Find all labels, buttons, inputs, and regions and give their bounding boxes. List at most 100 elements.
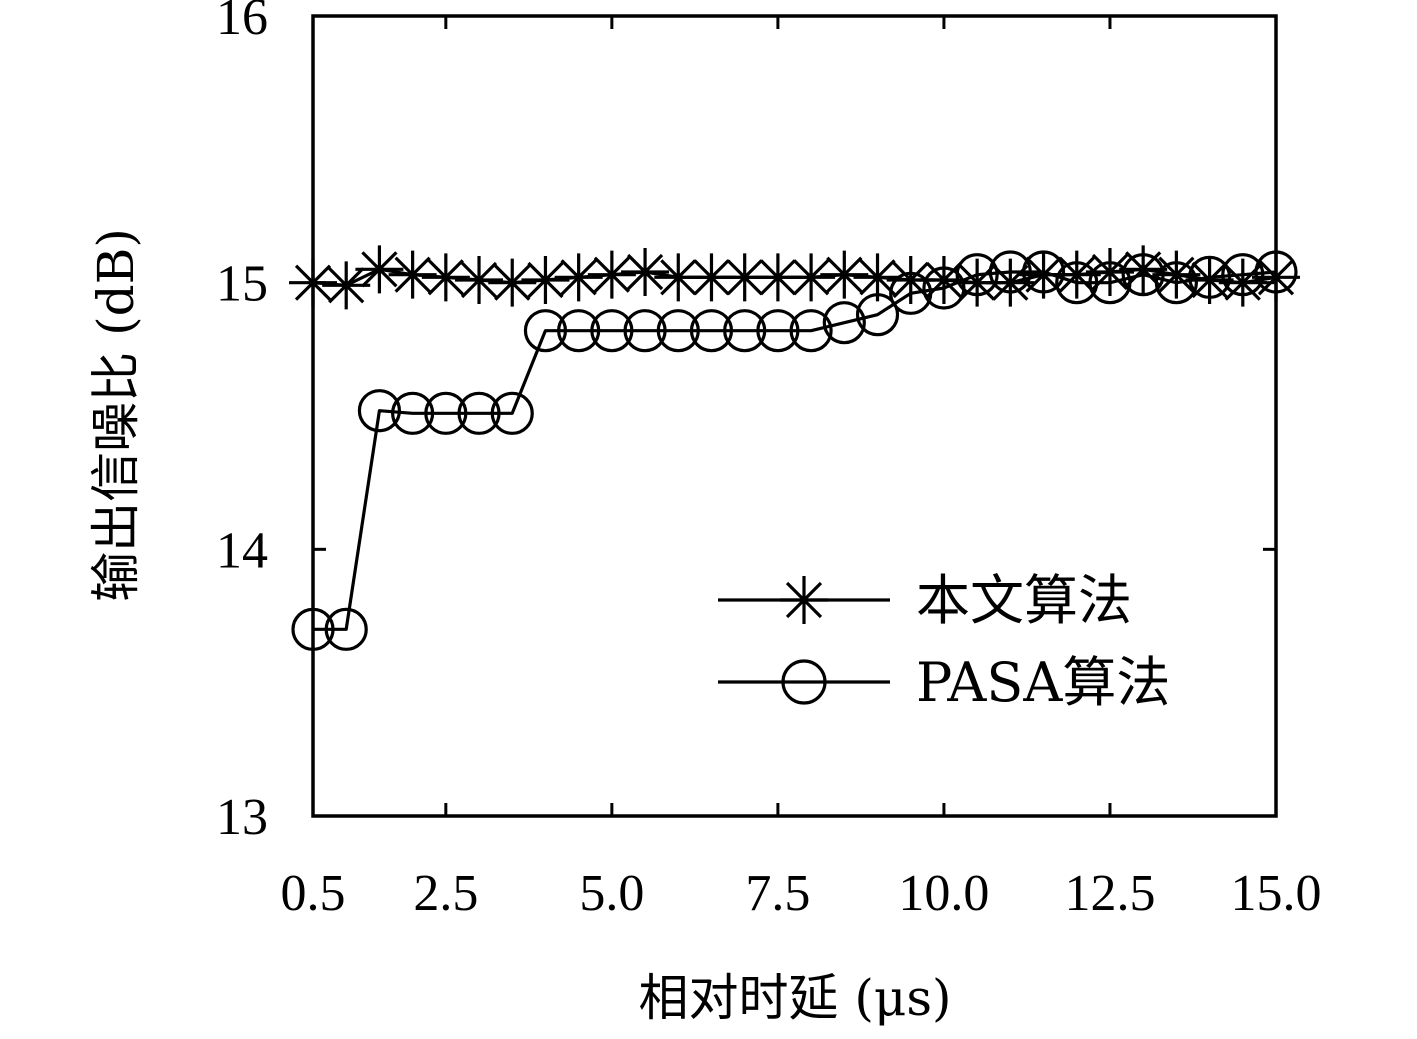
series-proposed-marker-shape: [1185, 256, 1234, 304]
series-proposed-marker-shape: [621, 248, 670, 296]
series-proposed-marker-shape: [388, 250, 437, 299]
series-proposed-marker-shape: [787, 253, 836, 302]
x-tick-label: 2.5: [413, 865, 478, 922]
series-pasa-marker: [557, 309, 601, 353]
legend-item-pasa: PASA算法: [718, 651, 1170, 714]
series-proposed-marker-shape: [1152, 250, 1201, 299]
series-proposed-marker-shape: [753, 253, 802, 302]
series-pasa-line: [313, 270, 1277, 631]
series-pasa-marker: [988, 250, 1032, 294]
series-proposed-marker: [986, 258, 1035, 307]
series-proposed-marker-shape: [1019, 250, 1068, 299]
legend: 本文算法 PASA算法: [718, 569, 1170, 714]
series-proposed-marker: [687, 253, 736, 302]
series-pasa-marker: [1154, 261, 1198, 305]
series-proposed-marker: [1019, 250, 1068, 299]
series-proposed-marker: [654, 253, 703, 302]
x-axis-title: 相对时延 (μs): [638, 969, 951, 1027]
series-layer: [289, 245, 1300, 651]
series-proposed-marker: [322, 261, 371, 310]
series-proposed-marker: [1085, 248, 1134, 296]
series-proposed-marker-shape: [919, 256, 968, 304]
legend-item-proposed-label: 本文算法: [916, 569, 1132, 632]
x-tick-label: 7.5: [745, 865, 810, 922]
series-proposed-marker: [587, 250, 636, 299]
series-proposed-marker: [919, 256, 968, 304]
series-proposed-marker-shape: [720, 253, 769, 302]
series-proposed-marker-shape: [455, 256, 504, 304]
legend-item-pasa-label: PASA算法: [916, 651, 1170, 714]
series-pasa-marker: [424, 391, 468, 435]
series-proposed-marker: [787, 253, 836, 302]
series-pasa-marker: [855, 293, 900, 337]
series-pasa-marker: [689, 309, 734, 353]
series-proposed-marker-shape: [986, 258, 1035, 307]
series-proposed-marker-shape: [488, 258, 537, 307]
series-proposed-marker: [388, 250, 437, 299]
series-proposed-marker: [886, 256, 935, 304]
x-tick-label: 5.0: [579, 865, 644, 922]
series-proposed-marker-shape: [1218, 258, 1267, 307]
series-proposed-marker-shape: [820, 250, 869, 299]
series-pasa-marker: [756, 309, 800, 353]
series-proposed-marker: [1119, 245, 1168, 294]
series-pasa: [291, 250, 1298, 651]
series-pasa-marker: [523, 309, 568, 353]
series-pasa-marker: [889, 271, 933, 315]
series-proposed-marker: [455, 256, 504, 304]
series-proposed-marker-shape: [853, 253, 902, 302]
series-pasa-marker: [656, 309, 700, 353]
series-pasa-marker: [1221, 253, 1265, 297]
series-pasa-marker: [1055, 261, 1099, 305]
x-tick-label: 15.0: [1231, 865, 1322, 922]
series-proposed-marker-shape: [654, 253, 703, 302]
series-proposed-marker-shape: [1119, 245, 1168, 294]
legend-item-pasa-marker: [781, 659, 827, 705]
series-pasa-marker: [1187, 255, 1232, 299]
series-proposed-marker: [953, 258, 1002, 307]
series-proposed-marker-shape: [587, 250, 636, 299]
series-proposed-marker-shape: [322, 261, 371, 310]
series-proposed-marker: [1052, 250, 1101, 299]
series-proposed-marker: [521, 256, 570, 304]
series-pasa-marker: [357, 389, 402, 433]
series-proposed-marker: [1152, 250, 1201, 299]
series-pasa-marker: [723, 309, 767, 353]
series-pasa-marker: [391, 391, 435, 435]
axes-frame: [311, 14, 1278, 818]
series-proposed-marker: [355, 245, 404, 294]
series-proposed-marker: [720, 253, 769, 302]
series-pasa-marker: [590, 309, 634, 353]
series-pasa-marker: [822, 301, 866, 345]
series-pasa-marker: [955, 253, 999, 297]
series-proposed-marker: [820, 250, 869, 299]
y-tick-label: 15: [216, 256, 268, 313]
series-pasa-marker: [457, 391, 501, 435]
series-pasa-marker: [490, 391, 534, 435]
series-proposed-marker: [753, 253, 802, 302]
series-proposed-marker: [554, 253, 603, 302]
series-proposed-marker-shape: [1052, 250, 1101, 299]
series-proposed-marker-shape: [355, 245, 404, 294]
series-proposed-marker-shape: [421, 253, 470, 302]
x-tick-label: 10.0: [898, 865, 989, 922]
series-proposed-marker: [488, 258, 537, 307]
x-tick-label: 0.5: [281, 865, 346, 922]
series-proposed-marker-shape: [886, 256, 935, 304]
series-pasa-marker: [789, 309, 833, 353]
x-tick-label: 12.5: [1064, 865, 1155, 922]
series-proposed-marker-shape: [687, 253, 736, 302]
series-proposed-marker: [421, 253, 470, 302]
series-pasa-marker: [1121, 253, 1165, 297]
legend-item-proposed: 本文算法: [718, 569, 1132, 632]
series-pasa-marker: [1088, 261, 1132, 305]
series-pasa-marker: [623, 309, 667, 353]
series-proposed-marker-shape: [953, 258, 1002, 307]
series-proposed-marker: [853, 253, 902, 302]
y-tick-label: 14: [216, 522, 268, 579]
legend-item-proposed-marker-shape: [780, 576, 828, 624]
series-proposed-marker-shape: [554, 253, 603, 302]
series-pasa-marker: [1021, 250, 1066, 294]
series-proposed-marker: [1185, 256, 1234, 304]
